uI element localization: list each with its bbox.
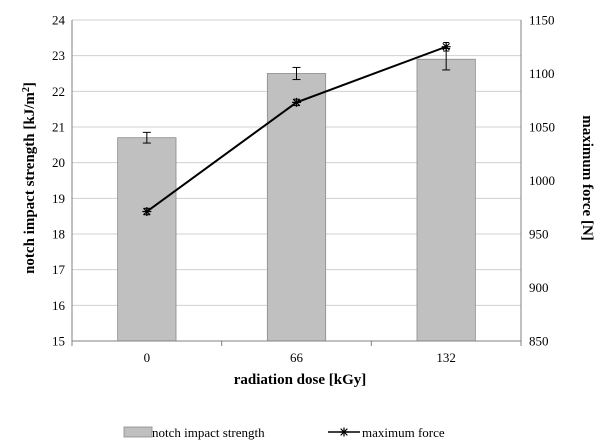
y2-tick-label: 1000 xyxy=(529,173,555,188)
y2-tick-label: 1150 xyxy=(529,13,555,28)
x-tick-label: 132 xyxy=(436,350,456,365)
x-axis-title: radiation dose [kGy] xyxy=(234,372,367,388)
y-axis-title-main: notch impact strength [kJ/m xyxy=(22,92,38,274)
legend-line-label: maximum force xyxy=(362,425,445,440)
y-axis-title-end: ] xyxy=(22,82,38,87)
y-tick-label: 15 xyxy=(52,334,65,349)
y-tick-label: 24 xyxy=(52,13,66,28)
bar xyxy=(416,58,476,342)
y2-tick-label: 850 xyxy=(529,334,549,349)
tick-labels: 15 16 17 18 19 20 21 22 23 24 850 900 950 1000 1050 110… xyxy=(52,13,555,366)
legend-bar-label: notch impact strength xyxy=(152,425,265,440)
y-tick-label: 21 xyxy=(52,120,65,135)
line-point-marker xyxy=(441,42,451,52)
y-tick-label: 17 xyxy=(52,262,66,277)
bar-series xyxy=(117,48,476,342)
y2-tick-label: 1050 xyxy=(529,120,555,135)
bar xyxy=(266,73,327,342)
axes xyxy=(71,20,522,346)
legend-bar-swatch xyxy=(123,426,153,438)
y-axis-title: notch impact strength [kJ/m2] xyxy=(21,82,39,274)
y-tick-label: 22 xyxy=(52,84,65,99)
y-axis-title-superscript: 2 xyxy=(21,87,32,92)
y2-tick-label: 900 xyxy=(529,280,549,295)
y2-tick-label: 950 xyxy=(529,227,549,242)
legend-star-marker xyxy=(339,427,349,437)
line-point-marker xyxy=(142,207,152,217)
x-tick-label: 0 xyxy=(144,350,151,365)
y-tick-label: 19 xyxy=(52,191,65,206)
line-point-marker xyxy=(292,97,301,107)
legend: notch impact strength maximum force xyxy=(123,425,445,440)
y2-tick-label: 1100 xyxy=(529,66,555,81)
y-tick-label: 20 xyxy=(52,155,65,170)
y-tick-label: 18 xyxy=(52,227,65,242)
y2-axis-title: maximum force [N] xyxy=(579,115,594,241)
line-series xyxy=(142,41,451,217)
bar xyxy=(117,137,177,342)
legend-star-glyph xyxy=(339,427,349,437)
y-tick-label: 16 xyxy=(52,298,66,313)
y-tick-label: 23 xyxy=(52,48,65,63)
x-tick-label: 66 xyxy=(290,350,304,365)
